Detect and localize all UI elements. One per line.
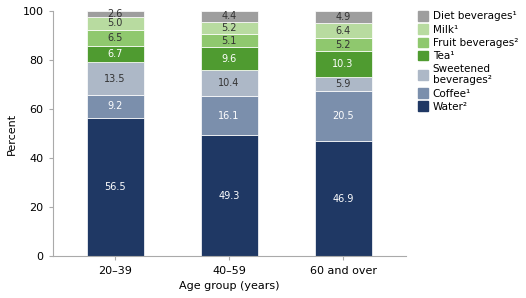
Bar	[200, 21, 258, 34]
Y-axis label: Percent: Percent	[7, 113, 17, 155]
Text: 5.0: 5.0	[107, 18, 123, 29]
Bar	[315, 23, 371, 38]
Text: 56.5: 56.5	[104, 182, 126, 192]
Bar	[87, 30, 144, 46]
Text: 4.9: 4.9	[336, 12, 351, 22]
Text: 16.1: 16.1	[218, 111, 240, 121]
Bar	[200, 11, 258, 21]
Bar	[200, 34, 258, 47]
Text: 9.2: 9.2	[107, 101, 123, 111]
Text: 9.6: 9.6	[221, 54, 237, 63]
Bar	[87, 62, 144, 95]
Text: 10.3: 10.3	[332, 59, 354, 69]
Bar	[315, 91, 371, 141]
Bar	[315, 38, 371, 51]
Text: 4.4: 4.4	[221, 11, 237, 21]
X-axis label: Age group (years): Age group (years)	[179, 281, 279, 291]
Text: 6.4: 6.4	[336, 26, 351, 35]
Bar	[87, 118, 144, 257]
Bar	[315, 77, 371, 91]
Bar	[315, 11, 371, 23]
Bar	[87, 17, 144, 30]
Bar	[315, 141, 371, 257]
Bar	[87, 95, 144, 118]
Text: 6.5: 6.5	[107, 32, 123, 43]
Bar	[87, 11, 144, 17]
Text: 2.6: 2.6	[107, 9, 123, 19]
Bar	[315, 51, 371, 77]
Bar	[200, 70, 258, 96]
Text: 46.9: 46.9	[332, 194, 354, 204]
Text: 5.1: 5.1	[221, 35, 237, 46]
Bar	[200, 135, 258, 257]
Text: 49.3: 49.3	[218, 191, 240, 201]
Text: 6.7: 6.7	[107, 49, 123, 59]
Text: 5.2: 5.2	[335, 40, 351, 50]
Text: 5.9: 5.9	[336, 79, 351, 89]
Bar	[87, 46, 144, 62]
Legend: Diet beverages¹, Milk¹, Fruit beverages², Tea¹, Sweetened
beverages², Coffee¹, W: Diet beverages¹, Milk¹, Fruit beverages²…	[418, 11, 518, 112]
Bar	[200, 47, 258, 70]
Text: 20.5: 20.5	[332, 111, 354, 121]
Text: 10.4: 10.4	[218, 78, 240, 88]
Text: 5.2: 5.2	[221, 23, 237, 33]
Bar	[200, 96, 258, 135]
Text: 13.5: 13.5	[105, 74, 126, 83]
